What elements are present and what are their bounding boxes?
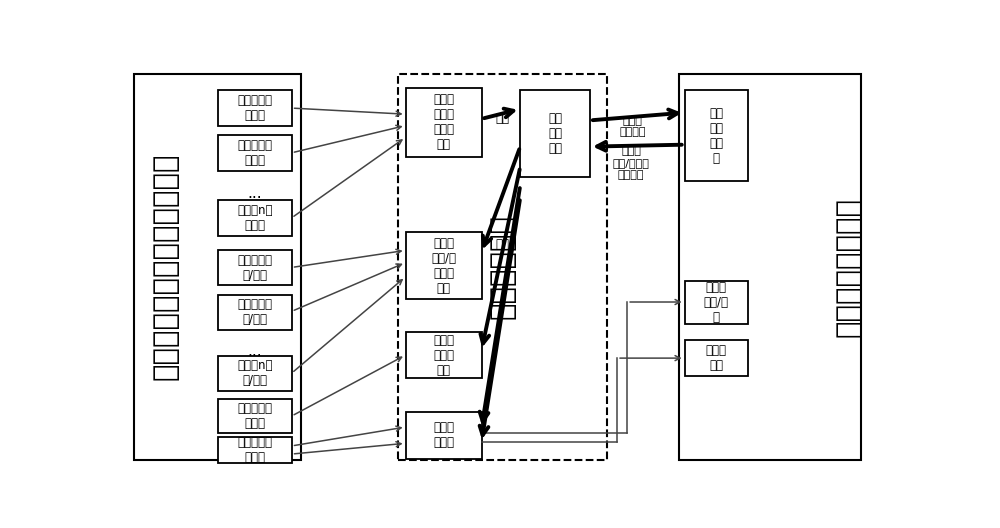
Bar <box>218 250 292 285</box>
Bar <box>406 332 482 379</box>
Text: 打包: 打包 <box>495 112 509 125</box>
Bar <box>685 90 748 181</box>
Text: 子模块n状
态/电压: 子模块n状 态/电压 <box>237 360 273 388</box>
Text: 换流器实时仿真器: 换流器实时仿真器 <box>835 196 863 337</box>
Bar <box>218 200 292 236</box>
Text: 极控系
统模块: 极控系 统模块 <box>433 421 454 449</box>
Text: 桥臂电流接
收模块: 桥臂电流接 收模块 <box>237 402 272 430</box>
Text: 子模块２控
制命令: 子模块２控 制命令 <box>237 139 272 167</box>
Text: 模拟量
输出: 模拟量 输出 <box>706 344 727 372</box>
Bar <box>520 90 590 177</box>
Text: 模块化多电平换流器控制装置: 模块化多电平换流器控制装置 <box>151 153 179 380</box>
Text: 子模块１控
制命令: 子模块１控 制命令 <box>237 94 272 122</box>
Text: 测试接口装置: 测试接口装置 <box>488 214 516 319</box>
Text: 子模块n控
制命令: 子模块n控 制命令 <box>237 204 273 232</box>
Text: 桥臂电
流发送
模块: 桥臂电 流发送 模块 <box>433 334 454 376</box>
Bar <box>134 73 301 460</box>
Text: 子模块
控制命
令接收
模块: 子模块 控制命 令接收 模块 <box>433 93 454 152</box>
Bar <box>218 90 292 126</box>
Bar <box>218 356 292 391</box>
Bar <box>679 73 861 460</box>
Bar <box>398 73 607 460</box>
Bar <box>685 340 748 376</box>
Bar <box>218 295 292 329</box>
Text: 子模块１状
态/电压: 子模块１状 态/电压 <box>237 253 272 281</box>
Text: 子模
块状
态仿
真: 子模 块状 态仿 真 <box>709 107 723 165</box>
Text: 开关量
输入/输
出: 开关量 输入/输 出 <box>704 281 729 324</box>
Bar <box>406 232 482 299</box>
Bar <box>406 412 482 458</box>
Text: 高速
通信
模块: 高速 通信 模块 <box>548 112 562 155</box>
Text: 子模块
状态/电
压发送
模块: 子模块 状态/电 压发送 模块 <box>431 237 456 295</box>
Text: ···: ··· <box>247 350 262 364</box>
Text: 子模块２状
态/电压: 子模块２状 态/电压 <box>237 298 272 326</box>
Text: 子模块
控制命令: 子模块 控制命令 <box>619 116 646 137</box>
Text: ···: ··· <box>247 191 262 206</box>
Bar <box>685 281 748 324</box>
Text: 解包: 解包 <box>495 238 509 251</box>
Bar <box>406 88 482 157</box>
Bar <box>218 437 292 463</box>
Bar <box>218 135 292 171</box>
Bar <box>218 399 292 433</box>
Text: 极控命令处
理模块: 极控命令处 理模块 <box>237 436 272 464</box>
Text: 子模块
状态/电压、
桥臂电流: 子模块 状态/电压、 桥臂电流 <box>613 146 650 180</box>
